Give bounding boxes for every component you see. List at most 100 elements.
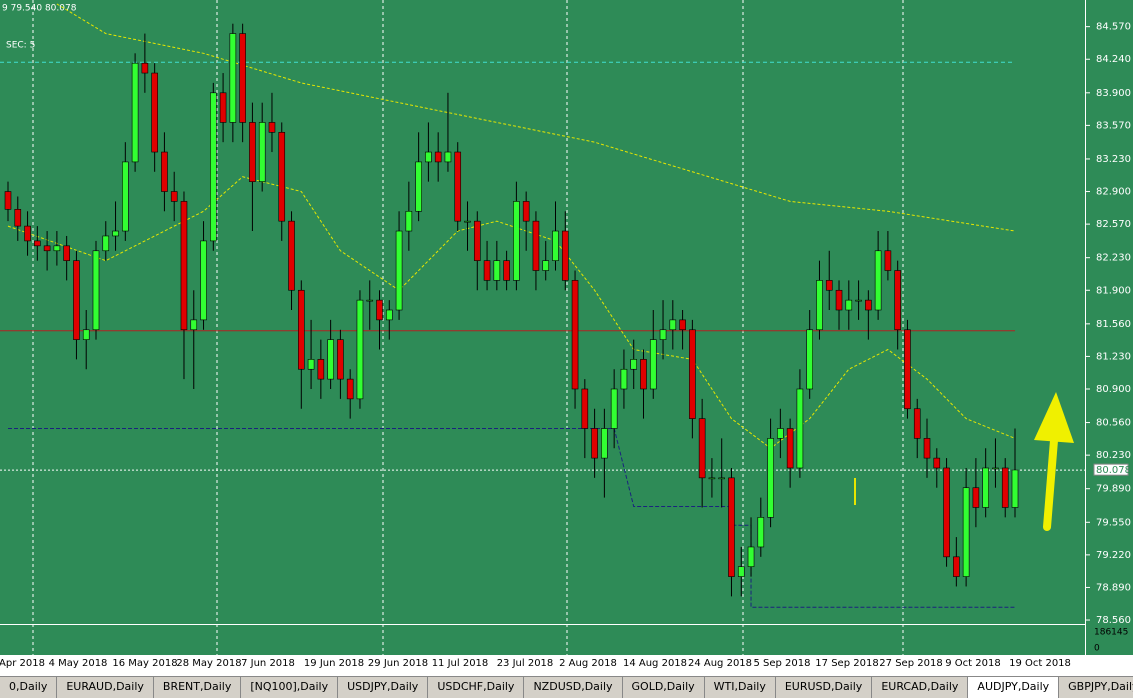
candle-body xyxy=(689,329,696,419)
candle-body xyxy=(679,319,686,331)
candle-body xyxy=(464,220,471,223)
candle-body xyxy=(786,428,794,469)
candle-body xyxy=(434,151,442,163)
sec-label: SEC: 5 xyxy=(6,41,35,51)
symbol-tab[interactable]: EURUSD,Daily xyxy=(776,677,873,698)
candle-body xyxy=(992,467,999,470)
symbol-tab[interactable]: AUDJPY,Daily xyxy=(968,677,1060,698)
candle-body xyxy=(513,201,520,281)
candle-body xyxy=(601,428,608,459)
arrow xyxy=(1034,392,1074,531)
candle-body xyxy=(278,131,286,222)
symbol-tab[interactable]: GOLD,Daily xyxy=(623,677,705,698)
candle-body xyxy=(610,388,618,429)
symbol-tab[interactable]: [NQ100],Daily xyxy=(241,677,339,698)
candle-body xyxy=(933,457,941,469)
candle-body xyxy=(796,388,804,469)
candle-body xyxy=(913,408,921,439)
candle-body xyxy=(737,566,745,577)
candle-body xyxy=(757,517,765,548)
current-price-box xyxy=(1093,463,1129,476)
candle-body xyxy=(630,359,638,370)
candle-body xyxy=(170,191,178,202)
date-label: 7 Jun 2018 xyxy=(241,658,295,669)
candle-body xyxy=(816,280,823,331)
arrow-head xyxy=(1034,392,1074,443)
symbol-tab[interactable]: GBPJPY,Daily xyxy=(1059,677,1133,698)
symbol-tab[interactable]: EURCAD,Daily xyxy=(872,677,969,698)
current-price-label: 80.078 xyxy=(1096,465,1131,476)
candle-body xyxy=(493,260,501,281)
candle-body xyxy=(728,477,735,577)
candle-body xyxy=(884,250,892,271)
candle-body xyxy=(4,191,12,210)
symbol-tab[interactable]: EURAUD,Daily xyxy=(57,677,154,698)
candle-body xyxy=(43,245,51,252)
volume-panel xyxy=(0,625,1085,655)
price-tick-label: 82.900 xyxy=(1096,187,1131,198)
price-tick-label: 81.230 xyxy=(1096,351,1131,362)
candle-body xyxy=(24,225,31,242)
candle-body xyxy=(405,210,413,232)
date-label: 9 Oct 2018 xyxy=(945,658,1000,669)
candle-body xyxy=(904,329,911,410)
candle-body xyxy=(190,319,198,331)
candle-body xyxy=(561,230,569,281)
header-text: 9 79.540 80.078 xyxy=(2,4,77,14)
candle-body xyxy=(34,240,41,247)
symbol-tab[interactable]: NZDUSD,Daily xyxy=(524,677,623,698)
ma-fast xyxy=(7,176,1016,449)
candle-body xyxy=(640,359,647,390)
candle-body xyxy=(591,428,598,459)
candle-body xyxy=(483,260,491,281)
candle-body xyxy=(356,299,364,400)
candle-body xyxy=(581,388,589,429)
candle-body xyxy=(425,151,432,163)
candle-body xyxy=(747,546,755,568)
candle-body xyxy=(337,339,344,380)
candle-body xyxy=(258,122,266,182)
candle-body xyxy=(63,245,70,261)
price-tick-label: 83.230 xyxy=(1096,154,1131,165)
symbol-tab[interactable]: BRENT,Daily xyxy=(154,677,242,698)
date-label: Apr 2018 xyxy=(0,658,45,669)
candle-body xyxy=(102,235,110,252)
symbol-tab[interactable]: 0,Daily xyxy=(0,677,58,698)
date-label: 11 Jul 2018 xyxy=(432,658,489,669)
price-tick-label: 78.890 xyxy=(1096,582,1131,593)
candle-body xyxy=(53,245,61,252)
candle-body xyxy=(268,122,276,133)
price-tick-label: 80.900 xyxy=(1096,384,1131,395)
candle-body xyxy=(718,477,725,480)
price-tick-label: 82.230 xyxy=(1096,253,1131,264)
date-label: 16 May 2018 xyxy=(112,658,177,669)
candle-body xyxy=(855,299,862,302)
candle-body xyxy=(659,329,667,340)
candle-body xyxy=(112,230,119,237)
date-axis xyxy=(0,655,1133,676)
symbol-tab[interactable]: USDJPY,Daily xyxy=(338,677,429,698)
candle-body xyxy=(395,230,403,311)
candle-body xyxy=(346,378,354,400)
price-tick-label: 79.220 xyxy=(1096,550,1131,561)
date-label: 4 May 2018 xyxy=(49,658,108,669)
candle-body xyxy=(708,477,716,480)
bid-label: 80.000 xyxy=(1096,476,1131,487)
candle-body xyxy=(327,339,334,380)
date-label: 2 Aug 2018 xyxy=(559,658,617,669)
symbol-tab[interactable]: WTI,Daily xyxy=(705,677,776,698)
candle-body xyxy=(825,280,833,291)
candle-body xyxy=(835,289,843,311)
symbol-tab[interactable]: USDCHF,Daily xyxy=(428,677,525,698)
candle-body xyxy=(571,280,579,390)
date-label: 23 Jul 2018 xyxy=(497,658,554,669)
date-label: 24 Aug 2018 xyxy=(688,658,752,669)
price-axis xyxy=(1085,0,1133,655)
volume-max-label: 186145 xyxy=(1094,628,1128,638)
candle-body xyxy=(845,299,853,311)
arrow-shaft xyxy=(1043,424,1059,531)
candle-body xyxy=(219,92,227,123)
candle-body xyxy=(239,33,246,123)
candle-body xyxy=(210,92,217,242)
